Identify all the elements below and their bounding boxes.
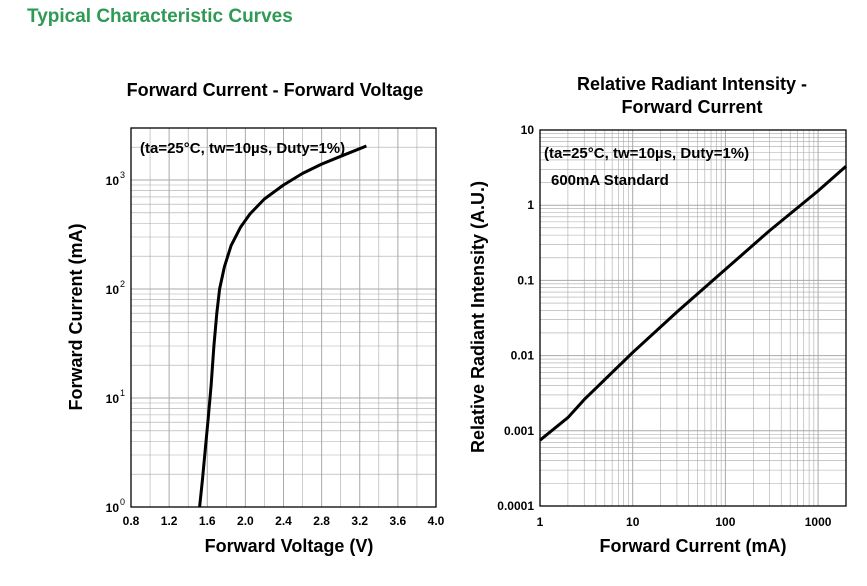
chart1-plot-frame bbox=[130, 127, 437, 508]
chart1-x-axis-label: Forward Voltage (V) bbox=[205, 536, 374, 556]
chart1-x-ticks: 0.8 1.2 1.6 2.0 2.4 2.8 3.2 3.6 4.0 bbox=[123, 514, 445, 528]
chart2-title-line1: Relative Radiant Intensity - bbox=[577, 74, 807, 94]
chart1-x-tick-label: 0.8 bbox=[123, 514, 140, 528]
chart2-title-line2: Forward Current bbox=[621, 97, 762, 117]
page-title: Typical Characteristic Curves bbox=[27, 6, 293, 27]
chart2-x-tick-label: 100 bbox=[715, 515, 735, 529]
chart1-x-tick-label: 2.8 bbox=[313, 514, 330, 528]
chart2-x-ticks: 1 10 100 1000 bbox=[537, 515, 832, 529]
chart1-y-tick-label: 10 bbox=[106, 392, 120, 406]
chart2-y-tick-label: 0.1 bbox=[517, 273, 534, 287]
chart2-y-tick-label: 0.001 bbox=[504, 424, 534, 438]
chart-forward-voltage: Forward Current - Forward Voltage 0.8 1.2… bbox=[66, 80, 445, 556]
chart1-x-tick-label: 3.6 bbox=[390, 514, 407, 528]
chart1-y-tick-label: 10 bbox=[106, 501, 120, 515]
chart2-x-axis-label: Forward Current (mA) bbox=[599, 536, 786, 556]
chart2-y-tick-label: 0.01 bbox=[511, 349, 535, 363]
chart2-x-tick-label: 1 bbox=[537, 515, 544, 529]
chart1-y-tick-exponent: 2 bbox=[120, 279, 125, 289]
chart2-plot-frame bbox=[539, 129, 847, 507]
chart1-x-tick-label: 4.0 bbox=[428, 514, 445, 528]
chart2-y-tick-label: 10 bbox=[521, 123, 535, 137]
chart1-grid bbox=[130, 127, 437, 508]
chart2-y-ticks: 0.0001 0.001 0.01 0.1 1 10 bbox=[497, 123, 534, 513]
chart1-title: Forward Current - Forward Voltage bbox=[127, 80, 424, 100]
chart1-y-axis-label: Forward Current (mA) bbox=[66, 223, 86, 410]
chart2-annotation-standard: 600mA Standard bbox=[551, 172, 669, 189]
chart1-annotation: (ta=25°C, tw=10µs, Duty=1%) bbox=[140, 140, 345, 157]
chart1-x-tick-label: 2.0 bbox=[237, 514, 254, 528]
chart1-y-tick-exponent: 0 bbox=[120, 497, 125, 507]
chart2-x-tick-label: 1000 bbox=[805, 515, 832, 529]
chart1-y-tick-label: 10 bbox=[106, 174, 120, 188]
chart2-y-tick-label: 0.0001 bbox=[497, 499, 534, 513]
chart2-y-axis-label: Relative Radiant Intensity (A.U.) bbox=[468, 181, 488, 453]
chart1-x-tick-label: 1.2 bbox=[161, 514, 178, 528]
chart1-y-tick-exponent: 1 bbox=[120, 388, 125, 398]
chart2-x-tick-label: 10 bbox=[626, 515, 640, 529]
chart2-y-tick-label: 1 bbox=[527, 198, 534, 212]
chart1-y-tick-label: 10 bbox=[106, 283, 120, 297]
chart1-y-tick-exponent: 3 bbox=[120, 170, 125, 180]
chart2-grid bbox=[539, 130, 847, 507]
chart1-x-tick-label: 3.2 bbox=[351, 514, 368, 528]
chart-radiant-intensity: Relative Radiant Intensity - Forward Cur… bbox=[468, 74, 847, 556]
chart1-x-tick-label: 1.6 bbox=[199, 514, 216, 528]
chart2-series-line bbox=[539, 165, 847, 442]
chart2-annotation: (ta=25°C, tw=10µs, Duty=1%) bbox=[544, 145, 749, 162]
chart1-series-line bbox=[198, 144, 367, 508]
chart1-x-tick-label: 2.4 bbox=[275, 514, 292, 528]
